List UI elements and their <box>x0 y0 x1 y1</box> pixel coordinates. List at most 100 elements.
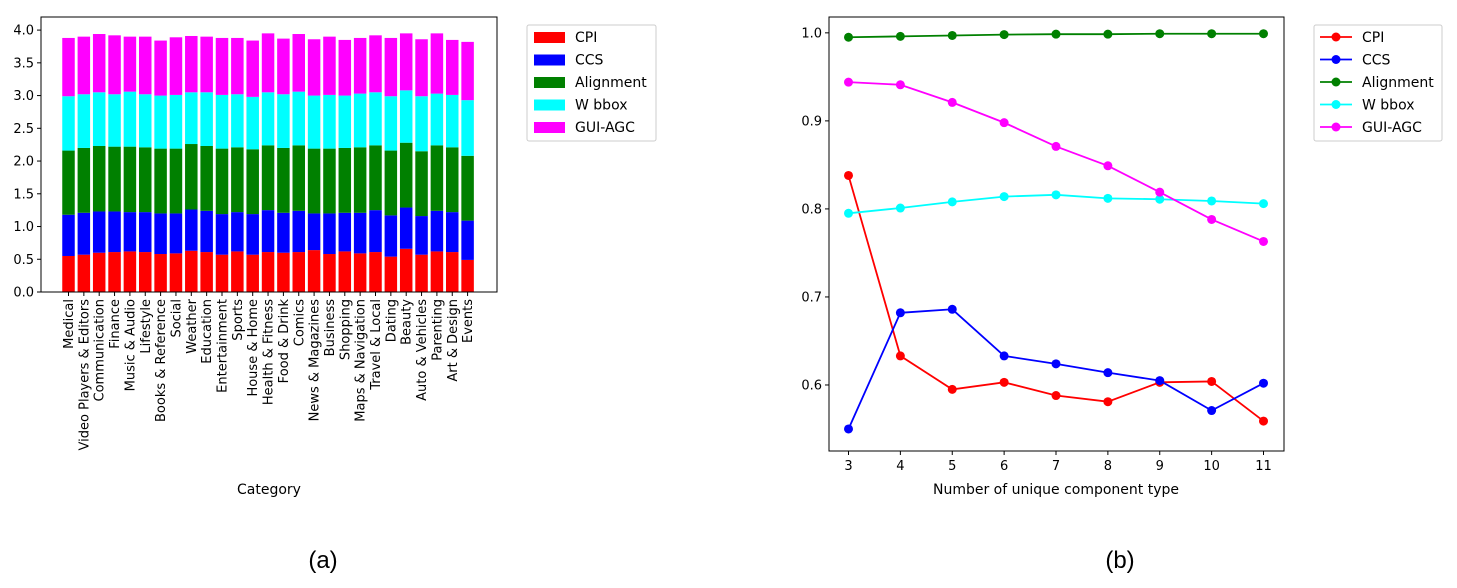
chart-a-bars <box>62 33 474 292</box>
bar-w-bbox-education <box>200 92 213 146</box>
bar-ccs-news-magazines <box>307 213 321 251</box>
point-ccs-9 <box>1155 376 1165 386</box>
point-gui-agc-7 <box>1051 141 1061 151</box>
bar-alignment-maps-navigation <box>353 147 367 213</box>
bar-cpi-auto-vehicles <box>415 254 428 292</box>
legend-label-w-bbox: W bbox <box>575 98 628 114</box>
bar-ccs-lifestyle <box>139 212 152 253</box>
bar-gui-agc-parenting <box>430 33 444 94</box>
bar-gui-agc-medical <box>62 37 75 97</box>
chart-b-series <box>844 29 1268 434</box>
x-tick-label-medical: Medical <box>62 299 77 349</box>
series-line-cpi <box>847 175 1265 422</box>
x-tick-label-art-design: Art & Design <box>446 299 461 382</box>
bar-ccs-maps-navigation <box>353 212 367 254</box>
y-tick-label: 1.0 <box>13 220 34 235</box>
point-w-bbox-3 <box>844 208 853 218</box>
point-cpi-11 <box>1259 416 1268 426</box>
point-alignment-4 <box>895 31 905 41</box>
bar-gui-agc-house-home <box>246 40 259 97</box>
legend-label-alignment: Alignment <box>1362 75 1434 91</box>
bar-alignment-beauty <box>399 142 413 208</box>
bar-gui-agc-social <box>169 37 183 95</box>
bar-gui-agc-music-audio <box>123 36 137 92</box>
x-tick-label: 5 <box>948 459 956 474</box>
bar-cpi-weather <box>185 250 198 292</box>
bar-gui-agc-books-reference <box>154 40 167 96</box>
legend-marker-alignment <box>1331 77 1341 87</box>
x-tick-label-communication: Communication <box>93 299 108 401</box>
point-w-bbox-4 <box>895 203 905 213</box>
x-tick-label-music-audio: Music & Audio <box>123 299 138 391</box>
point-cpi-6 <box>999 377 1009 387</box>
bar-alignment-dating <box>384 150 398 216</box>
x-tick-label-weather: Weather <box>185 298 200 353</box>
bar-w-bbox-comics <box>292 91 305 146</box>
point-cpi-4 <box>895 351 905 361</box>
x-tick-label-house-home: House & Home <box>246 299 261 397</box>
legend-marker-w-bbox <box>1331 100 1341 109</box>
chart-a-y-axis: 0.0 0.5 1.0 1.5 2.0 2.5 3.0 3.5 4.0 <box>13 24 41 301</box>
bar-cpi-beauty <box>399 248 413 292</box>
x-tick-label-education: Education <box>200 299 215 364</box>
bar-w-bbox-sports <box>231 94 244 148</box>
bar-alignment-art-design <box>446 147 459 213</box>
bar-w-bbox-entertainment <box>215 94 229 149</box>
bar-ccs-house-home <box>246 214 259 255</box>
chart-b-legend-box <box>1313 24 1443 142</box>
point-alignment-3 <box>844 32 853 42</box>
y-tick-label: 1.5 <box>13 187 34 202</box>
series-line-ccs <box>847 308 1264 430</box>
bar-w-bbox-lifestyle <box>139 94 152 148</box>
bar-ccs-sports <box>231 212 244 252</box>
bar-gui-agc-auto-vehicles <box>415 39 428 97</box>
chart-a-caption: (a) <box>308 547 337 574</box>
bar-alignment-video-players-editors <box>77 147 91 213</box>
bar-cpi-travel-local <box>369 252 382 292</box>
point-ccs-5 <box>947 304 957 314</box>
x-tick-label-dating: Dating <box>384 299 399 342</box>
legend-marker-ccs <box>1331 55 1341 64</box>
bar-gui-agc-weather <box>185 35 198 93</box>
bar-w-bbox-books-reference <box>154 95 167 149</box>
legend-swatch-cpi <box>534 32 565 43</box>
bar-ccs-shopping <box>338 212 352 252</box>
x-tick-label-social: Social <box>169 299 184 338</box>
bar-ccs-entertainment <box>215 214 229 255</box>
x-tick-label-finance: Finance <box>108 299 123 349</box>
point-ccs-6 <box>999 351 1009 361</box>
x-tick-label-shopping: Shopping <box>338 299 353 360</box>
bar-alignment-comics <box>292 145 305 211</box>
bar-ccs-books-reference <box>154 213 167 255</box>
point-ccs-11 <box>1259 378 1268 388</box>
point-ccs-10 <box>1207 406 1217 416</box>
point-gui-agc-8 <box>1103 161 1113 171</box>
bar-w-bbox-art-design <box>446 94 459 148</box>
bar-cpi-books-reference <box>154 254 167 292</box>
chart-b-x-axis: 3 4 5 6 7 8 9 10 11 <box>844 451 1272 474</box>
point-w-bbox-8 <box>1103 193 1113 203</box>
y-tick-label: 3.5 <box>13 56 34 71</box>
bar-cpi-parenting <box>430 251 444 292</box>
bar-w-bbox-maps-navigation <box>353 93 367 148</box>
bar-cpi-medical <box>62 255 75 292</box>
bar-cpi-news-magazines <box>307 250 321 292</box>
point-alignment-8 <box>1103 29 1113 39</box>
bar-cpi-shopping <box>338 251 352 292</box>
legend-swatch-w-bbox <box>534 99 565 111</box>
legend-label-w-bbox: W bbox <box>1362 98 1415 114</box>
bar-cpi-education <box>200 252 213 292</box>
x-tick-label-events: Events <box>461 299 476 343</box>
x-tick-label-news-magazines: News & Magazines <box>308 299 323 422</box>
bar-w-bbox-beauty <box>399 90 413 143</box>
bar-gui-agc-business <box>323 36 336 95</box>
bar-gui-agc-health-fitness <box>261 33 275 93</box>
point-alignment-9 <box>1155 29 1165 39</box>
bar-ccs-auto-vehicles <box>415 216 428 255</box>
bar-w-bbox-food-drink <box>277 94 290 148</box>
x-tick-label-maps-navigation: Maps & Navigation <box>354 299 369 422</box>
x-tick-label-business: Business <box>323 299 338 357</box>
point-ccs-8 <box>1103 368 1113 378</box>
x-tick-label-lifestyle: Lifestyle <box>139 299 154 354</box>
x-tick-label-books-reference: Books & Reference <box>154 299 169 422</box>
